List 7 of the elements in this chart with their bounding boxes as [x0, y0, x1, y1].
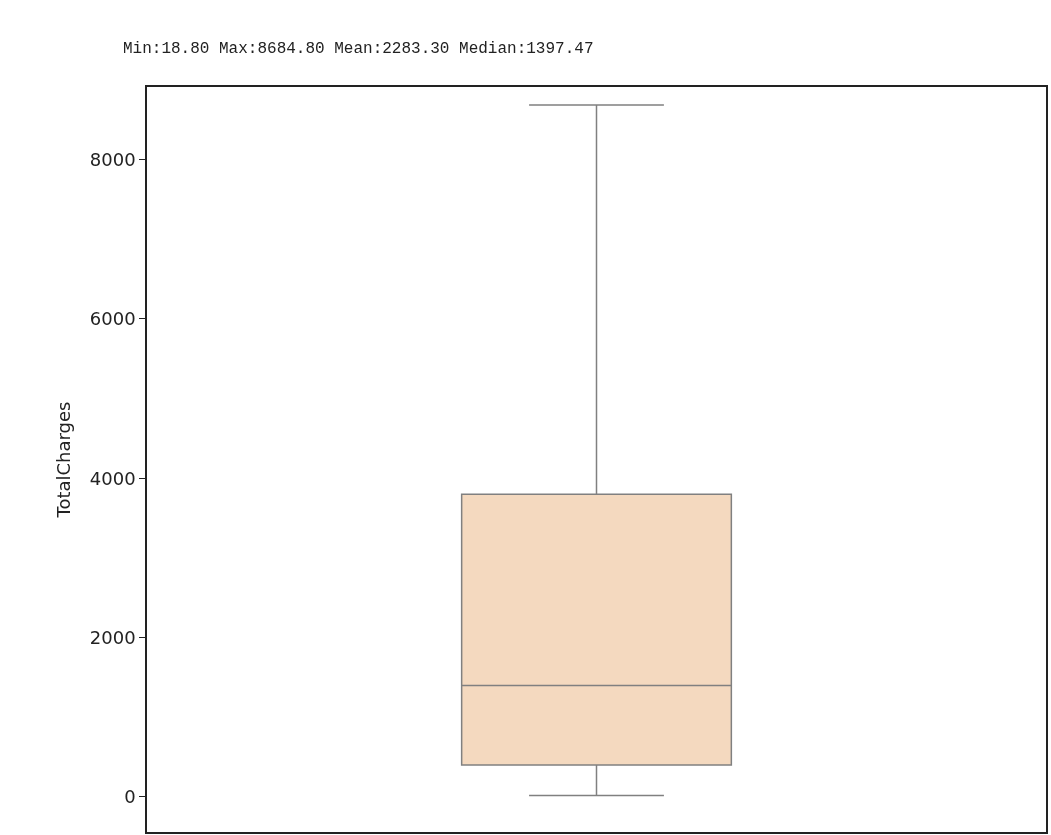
- y-tick-label: 0: [124, 786, 136, 808]
- chart-title: Min:18.80 Max:8684.80 Mean:2283.30 Median:1397.47: [123, 39, 594, 58]
- y-tick-label: 6000: [89, 308, 136, 330]
- y-tick-label: 8000: [89, 148, 136, 170]
- y-axis-title: TotalCharges: [52, 401, 74, 519]
- y-tick-label: 2000: [89, 626, 136, 648]
- y-tick-label: 4000: [89, 467, 136, 489]
